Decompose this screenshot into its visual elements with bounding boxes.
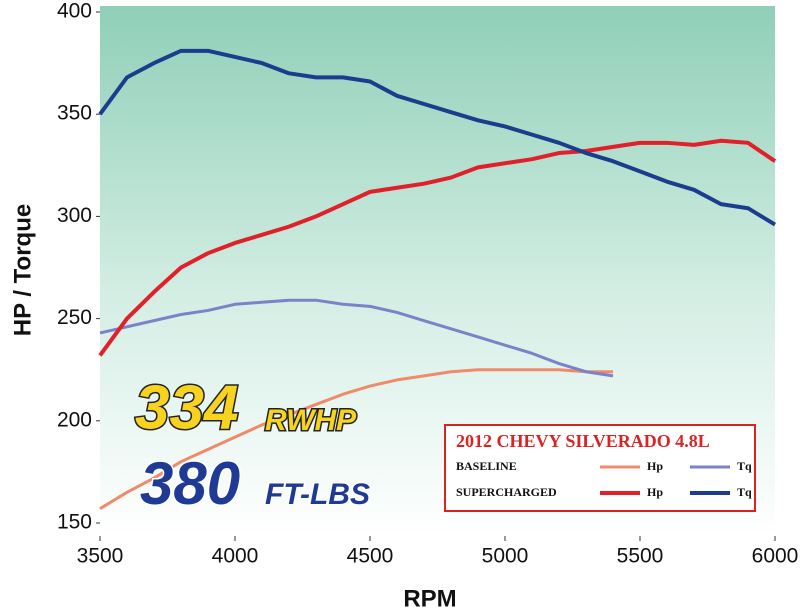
x-axis-title: RPM <box>403 585 456 612</box>
series-line <box>98 138 777 357</box>
series-line <box>99 298 614 378</box>
legend-label: Hp <box>647 459 663 473</box>
hp-unit: RWHP <box>265 404 357 437</box>
hp-value: 334 <box>135 373 238 442</box>
legend-group: SUPERCHARGED <box>456 485 557 499</box>
x-tick-label: 4000 <box>212 545 259 568</box>
x-tick-label: 6000 <box>752 545 799 568</box>
legend-title: 2012 CHEVY SILVERADO 4.8L <box>456 431 710 451</box>
legend: 2012 CHEVY SILVERADO 4.8L BASELINE Hp Tq SU… <box>444 424 756 512</box>
x-tick-label: 3500 <box>77 545 124 568</box>
legend-label: Tq <box>737 485 752 499</box>
y-tick-label: 150 <box>57 511 92 534</box>
legend-group: BASELINE <box>456 459 517 473</box>
x-tick-label: 4500 <box>347 545 394 568</box>
legend-label: Tq <box>737 459 752 473</box>
x-tick-label: 5500 <box>617 545 664 568</box>
legend-label: Hp <box>647 485 663 499</box>
annotation: 334 RWHP 380 FT-LBS <box>134 372 372 518</box>
y-tick-label: 400 <box>57 0 92 23</box>
y-tick-label: 200 <box>57 408 92 431</box>
y-axis-title: HP / Torque <box>9 204 36 336</box>
tq-value: 380 <box>140 450 240 517</box>
series-line <box>99 368 613 510</box>
y-tick-label: 300 <box>57 204 92 227</box>
y-tick-label: 350 <box>57 102 92 125</box>
y-tick-label: 250 <box>57 306 92 329</box>
x-tick-label: 5000 <box>482 545 529 568</box>
series-line <box>98 48 777 227</box>
tq-unit: FT-LBS <box>265 478 370 511</box>
